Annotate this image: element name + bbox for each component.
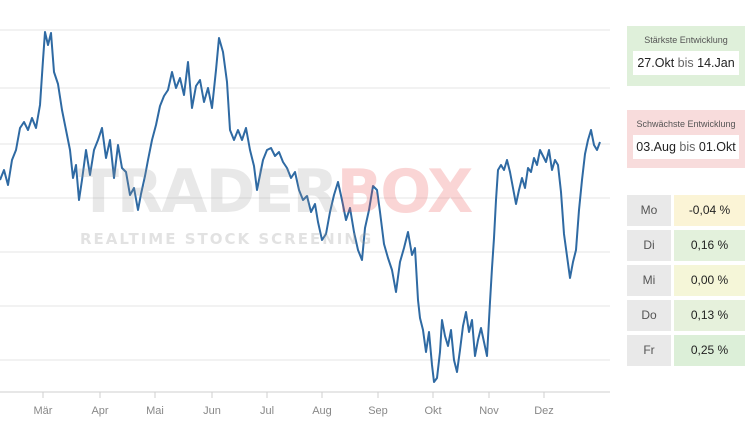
weekday-name: Di xyxy=(627,230,671,261)
x-axis-label: Mär xyxy=(33,405,53,417)
weekday-row: Fr 0,25 % xyxy=(627,335,745,366)
x-axis-label: Jun xyxy=(203,405,221,417)
x-axis-label: Apr xyxy=(91,405,109,417)
worst-development-range[interactable]: 03.Aug bis 01.Okt xyxy=(633,135,739,159)
worst-development-title: Schwächste Entwicklung xyxy=(636,119,736,129)
seasonal-chart: TRADERBOX REALTIME STOCK SCREENING Mär Ap… xyxy=(0,29,610,417)
weekday-row: Do 0,13 % xyxy=(627,300,745,331)
best-separator: bis xyxy=(677,56,694,70)
weekday-value: 0,13 % xyxy=(674,300,745,331)
best-from-date: 27.Okt xyxy=(637,56,675,70)
best-development-title: Stärkste Entwicklung xyxy=(644,35,728,45)
best-development-card: Stärkste Entwicklung 27.Okt bis 14.Jan xyxy=(627,26,745,86)
x-axis-label: Okt xyxy=(424,405,442,417)
weekday-name: Do xyxy=(627,300,671,331)
x-axis-label: Nov xyxy=(479,405,499,417)
seasonal-line xyxy=(0,31,601,383)
weekday-row: Mo -0,04 % xyxy=(627,195,745,226)
weekday-value: -0,04 % xyxy=(674,195,745,226)
weekday-value: 0,16 % xyxy=(674,230,745,261)
weekday-row: Di 0,16 % xyxy=(627,230,745,261)
worst-development-card: Schwächste Entwicklung 03.Aug bis 01.Okt xyxy=(627,110,745,168)
weekday-value: 0,00 % xyxy=(674,265,745,296)
weekday-performance-table: Mo -0,04 % Di 0,16 % Mi 0,00 % Do 0,13 %… xyxy=(627,195,745,370)
best-to-date: 14.Jan xyxy=(697,56,735,70)
x-axis-label: Sep xyxy=(368,405,388,417)
weekday-name: Mi xyxy=(627,265,671,296)
x-axis-ticks xyxy=(0,391,610,398)
weekday-value: 0,25 % xyxy=(674,335,745,366)
weekday-name: Mo xyxy=(627,195,671,226)
x-axis-label: Aug xyxy=(312,405,332,417)
x-axis-label: Dez xyxy=(534,405,554,417)
x-axis-label: Mai xyxy=(146,405,164,417)
worst-separator: bis xyxy=(679,140,696,154)
best-development-range[interactable]: 27.Okt bis 14.Jan xyxy=(633,51,739,75)
grid-lines xyxy=(0,29,610,361)
weekday-name: Fr xyxy=(627,335,671,366)
x-axis-label: Jul xyxy=(259,405,275,417)
worst-from-date: 03.Aug xyxy=(636,140,676,154)
chart-canvas xyxy=(0,29,610,398)
worst-to-date: 01.Okt xyxy=(698,140,736,154)
weekday-row: Mi 0,00 % xyxy=(627,265,745,296)
